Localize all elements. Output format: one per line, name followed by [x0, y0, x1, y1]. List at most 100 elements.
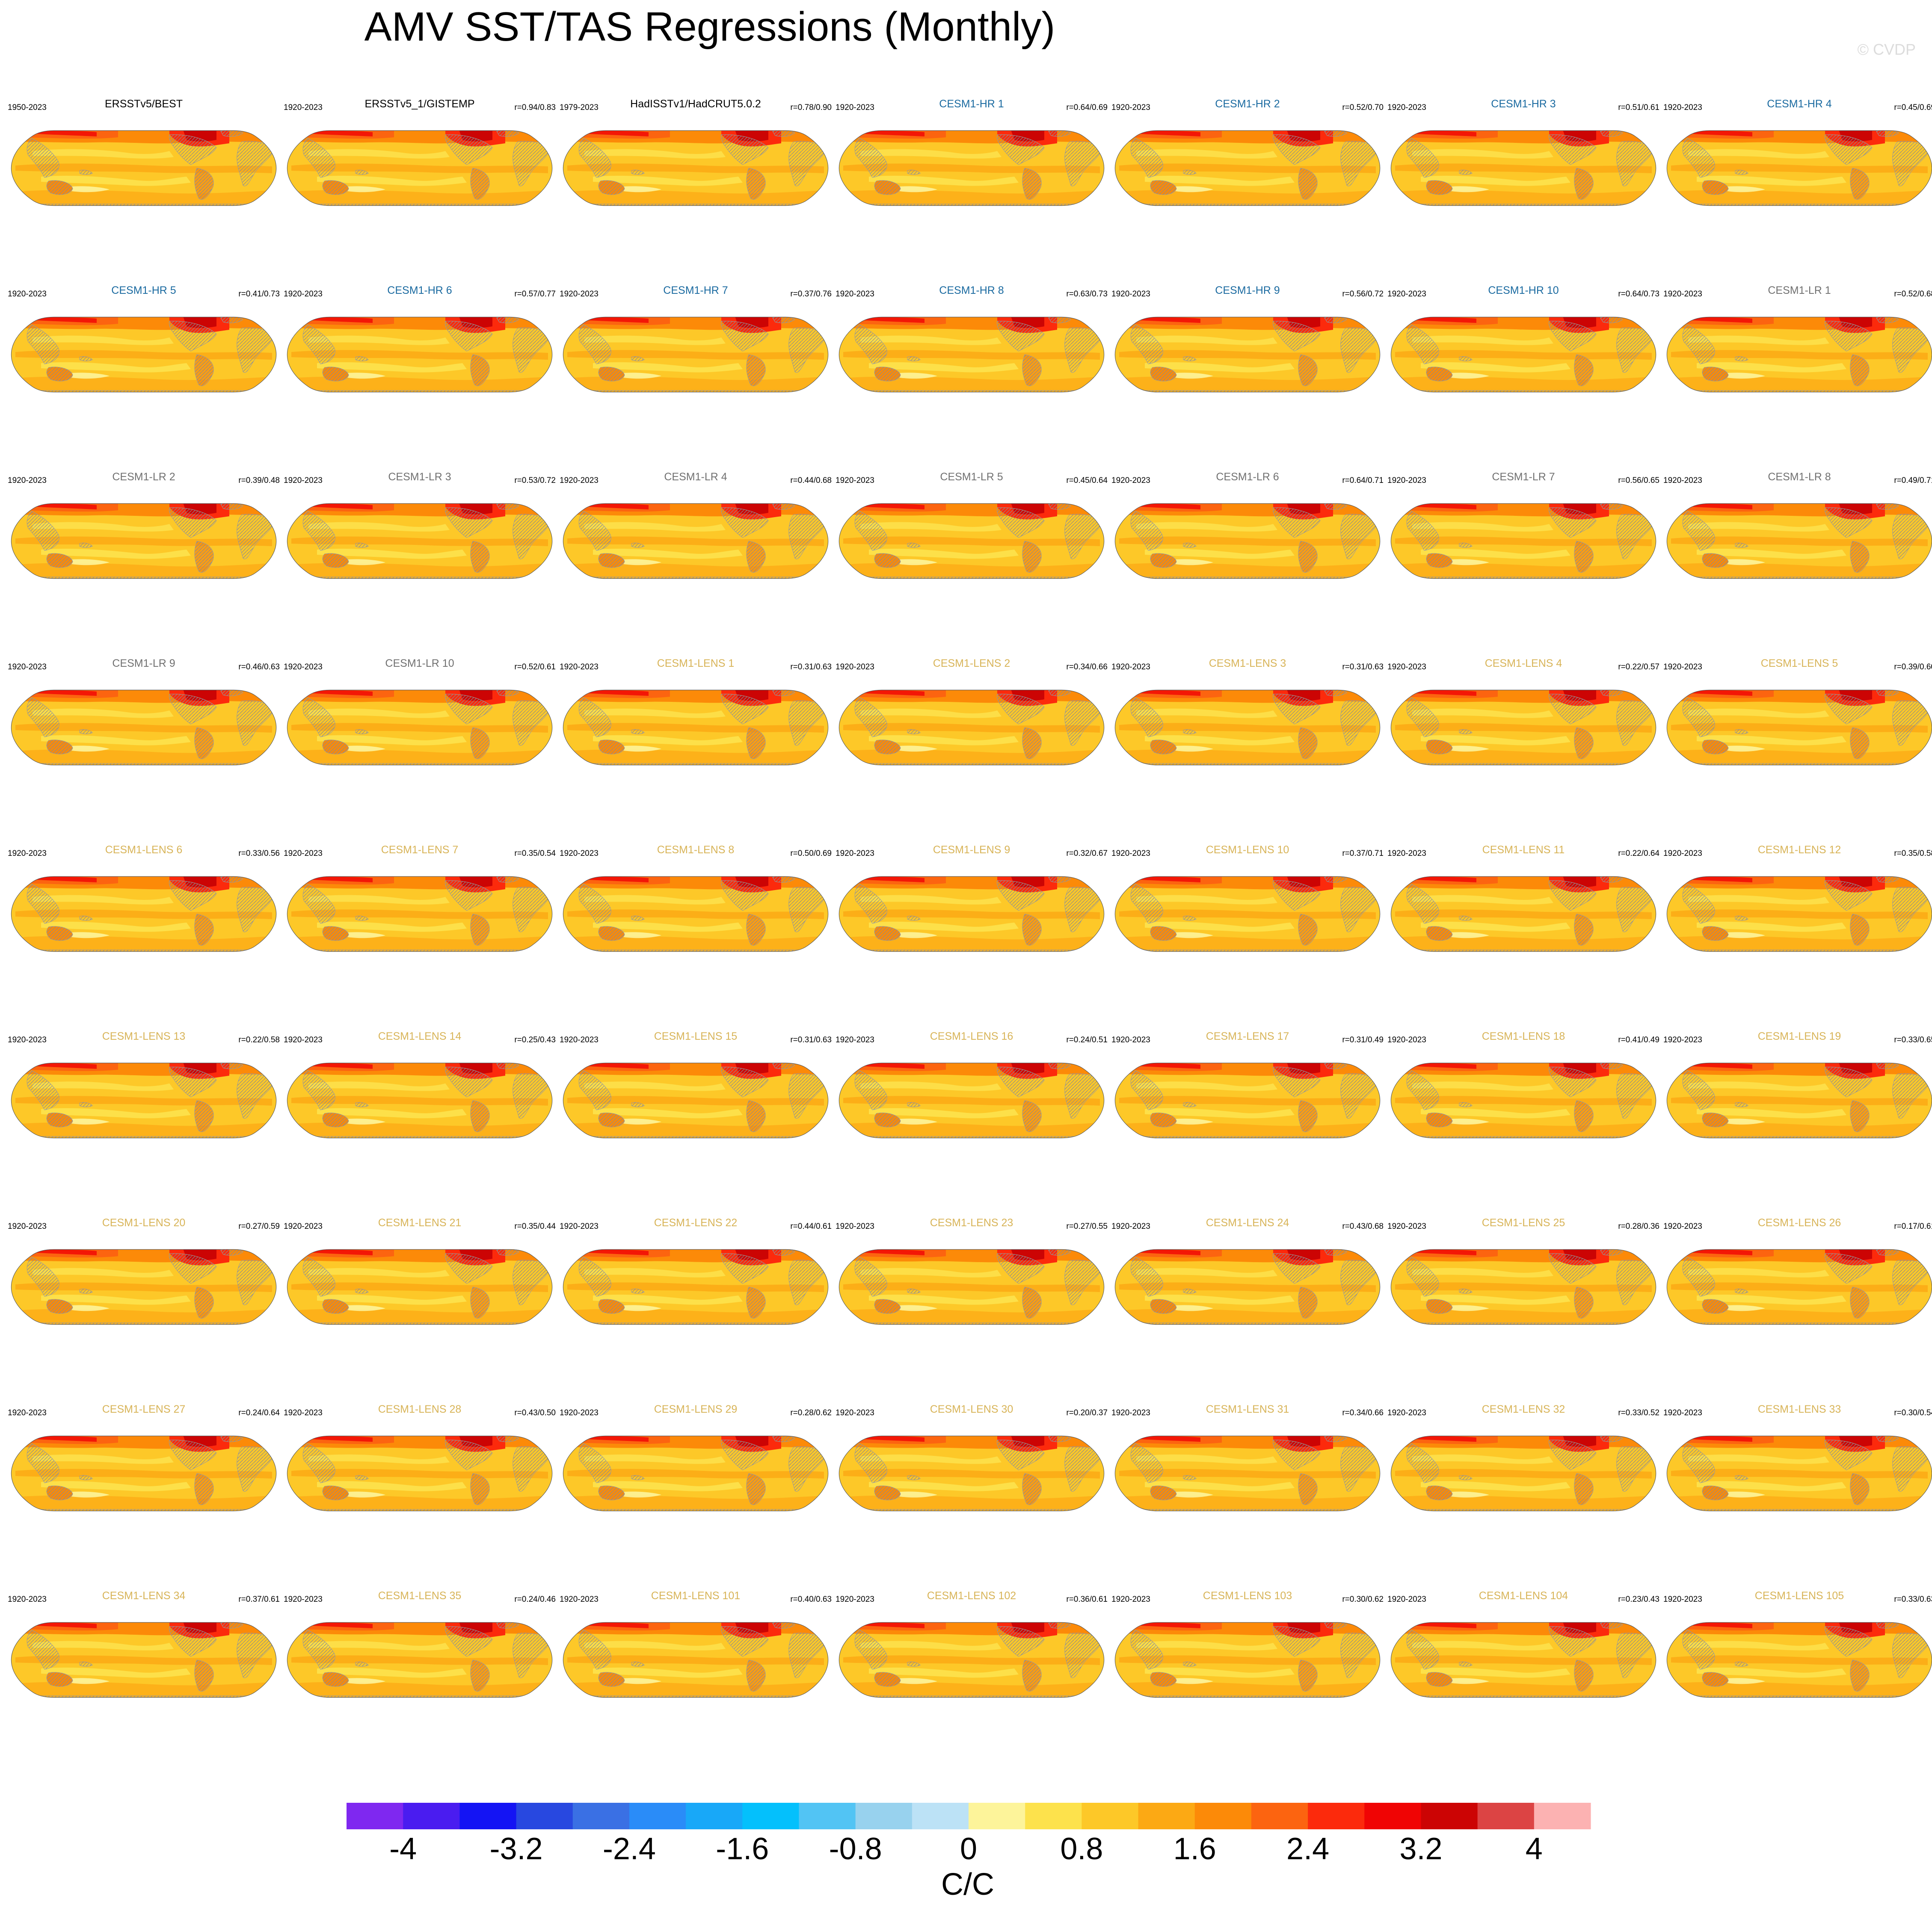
panel-title: CESM1-LENS 13	[102, 1030, 186, 1042]
colorbar-swatch	[1308, 1803, 1365, 1829]
panel-years: 1920-2023	[1663, 1222, 1702, 1231]
panel-years: 1920-2023	[1387, 849, 1426, 858]
map-panel: 1920-2023 CESM1-LENS 2 r=0.34/0.66	[835, 657, 1108, 768]
regression-map	[7, 687, 281, 768]
regression-map	[835, 127, 1108, 209]
regression-map	[559, 1060, 833, 1141]
panel-years: 1920-2023	[284, 1595, 323, 1604]
map-panel: 1920-2023 CESM1-LENS 102 r=0.36/0.61	[835, 1590, 1108, 1701]
panel-years: 1979-2023	[560, 103, 599, 112]
panel-title: CESM1-LENS 27	[102, 1403, 186, 1415]
panel-years: 1920-2023	[1663, 1408, 1702, 1417]
panel-correlation: r=0.41/0.49	[1618, 1035, 1659, 1044]
map-panel: 1920-2023 CESM1-HR 7 r=0.37/0.76	[559, 284, 833, 395]
panel-years: 1920-2023	[284, 663, 323, 671]
panel-correlation: r=0.35/0.54	[514, 849, 556, 858]
panel-correlation: r=0.39/0.48	[238, 476, 280, 485]
colorbar-tick-label: 0.8	[1060, 1832, 1103, 1866]
map-panel: 1920-2023 CESM1-HR 8 r=0.63/0.73	[835, 284, 1108, 395]
panel-title: CESM1-LENS 18	[1482, 1030, 1565, 1042]
map-panel: 1920-2023 CESM1-LENS 21 r=0.35/0.44	[283, 1217, 557, 1328]
panel-years: 1920-2023	[284, 290, 323, 299]
map-panel: 1920-2023 CESM1-LENS 28 r=0.43/0.50	[283, 1403, 557, 1514]
colorbar-swatch	[403, 1803, 460, 1829]
regression-map	[1387, 500, 1660, 582]
regression-map	[835, 1433, 1108, 1514]
colorbar-swatch	[855, 1803, 913, 1829]
panel-years: 1920-2023	[1387, 103, 1426, 112]
panel-title: CESM1-HR 6	[387, 284, 452, 296]
panel-correlation: r=0.31/0.49	[1342, 1035, 1384, 1044]
panel-title: CESM1-LENS 25	[1482, 1217, 1565, 1229]
map-panel: 1920-2023 CESM1-LENS 14 r=0.25/0.43	[283, 1030, 557, 1141]
map-panel: 1920-2023 CESM1-LENS 104 r=0.23/0.43	[1387, 1590, 1660, 1701]
map-panel: 1920-2023 CESM1-LR 9 r=0.46/0.63	[7, 657, 281, 768]
regression-map	[1387, 687, 1660, 768]
panel-years: 1920-2023	[1387, 476, 1426, 485]
regression-map	[1111, 1246, 1384, 1328]
panel-years: 1920-2023	[1387, 1408, 1426, 1417]
panel-years: 1920-2023	[1111, 1595, 1150, 1604]
panel-title: CESM1-HR 3	[1491, 98, 1556, 110]
panel-correlation: r=0.64/0.71	[1342, 476, 1384, 485]
map-panel: 1920-2023 CESM1-LR 4 r=0.44/0.68	[559, 471, 833, 582]
panel-title: CESM1-LR 9	[112, 657, 175, 669]
colorbar-swatch	[799, 1803, 856, 1829]
regression-map	[7, 500, 281, 582]
panel-title: CESM1-LENS 12	[1758, 844, 1841, 856]
panel-title: CESM1-LENS 3	[1209, 657, 1286, 669]
panel-years: 1920-2023	[1111, 849, 1150, 858]
colorbar-swatch	[1138, 1803, 1195, 1829]
panel-title: CESM1-HR 1	[939, 98, 1004, 110]
map-panel: 1920-2023 CESM1-HR 3 r=0.51/0.61	[1387, 98, 1660, 209]
map-panel: 1920-2023 CESM1-LENS 105 r=0.33/0.63	[1662, 1590, 1932, 1701]
panel-years: 1920-2023	[1111, 1408, 1150, 1417]
panel-correlation: r=0.78/0.90	[790, 103, 832, 112]
colorbar-swatch	[969, 1803, 1025, 1829]
panel-title: CESM1-LR 2	[112, 471, 175, 483]
panel-title: CESM1-HR 10	[1488, 284, 1559, 296]
regression-map	[283, 873, 557, 955]
regression-map	[283, 1619, 557, 1701]
panel-title: CESM1-LR 3	[388, 471, 451, 483]
colorbar-label: C/C	[941, 1867, 994, 1902]
panel-correlation: r=0.32/0.67	[1066, 849, 1108, 858]
panel-correlation: r=0.24/0.46	[514, 1595, 556, 1604]
panel-years: 1920-2023	[284, 103, 323, 112]
regression-map	[1111, 1433, 1384, 1514]
panel-title: CESM1-LENS 2	[933, 657, 1010, 669]
panel-years: 1920-2023	[560, 1222, 599, 1231]
map-panel: 1920-2023 CESM1-HR 10 r=0.64/0.73	[1387, 284, 1660, 395]
regression-map	[559, 127, 833, 209]
panel-years: 1920-2023	[284, 476, 323, 485]
panel-title: CESM1-LENS 20	[102, 1217, 186, 1229]
panel-correlation: r=0.30/0.54	[1894, 1408, 1932, 1417]
panel-years: 1920-2023	[1387, 663, 1426, 671]
regression-map	[1111, 873, 1384, 955]
panel-years: 1920-2023	[560, 1595, 599, 1604]
map-panel: 1920-2023 CESM1-LR 2 r=0.39/0.48	[7, 471, 281, 582]
panel-correlation: r=0.56/0.72	[1342, 290, 1384, 299]
regression-map	[1662, 1060, 1932, 1141]
panel-years: 1920-2023	[8, 1035, 47, 1044]
regression-map	[835, 687, 1108, 768]
panel-correlation: r=0.34/0.66	[1342, 1408, 1384, 1417]
regression-map	[559, 1619, 833, 1701]
panel-correlation: r=0.94/0.83	[514, 103, 556, 112]
map-panel: 1920-2023 CESM1-LENS 34 r=0.37/0.61	[7, 1590, 281, 1701]
regression-map	[7, 127, 281, 209]
panel-title: CESM1-LENS 7	[381, 844, 459, 856]
map-panel: 1920-2023 CESM1-LENS 10 r=0.37/0.71	[1111, 844, 1384, 955]
panel-title: CESM1-LENS 32	[1482, 1403, 1565, 1415]
panel-years: 1920-2023	[1663, 1035, 1702, 1044]
panel-title: CESM1-LENS 9	[933, 844, 1010, 856]
panel-title: CESM1-LENS 104	[1479, 1590, 1568, 1602]
colorbar-tick-label: -3.2	[490, 1832, 543, 1866]
regression-map	[1111, 314, 1384, 395]
panel-grid: 1950-2023 ERSSTv5/BEST 1920-2023 ERSSTv5_1/…	[7, 98, 1932, 1701]
panel-correlation: r=0.22/0.57	[1618, 663, 1659, 671]
map-panel: 1920-2023 CESM1-LR 8 r=0.49/0.71	[1662, 471, 1932, 582]
panel-title: CESM1-LENS 4	[1485, 657, 1562, 669]
map-panel: 1920-2023 CESM1-LENS 1 r=0.31/0.63	[559, 657, 833, 768]
map-panel: 1920-2023 CESM1-LENS 30 r=0.20/0.37	[835, 1403, 1108, 1514]
